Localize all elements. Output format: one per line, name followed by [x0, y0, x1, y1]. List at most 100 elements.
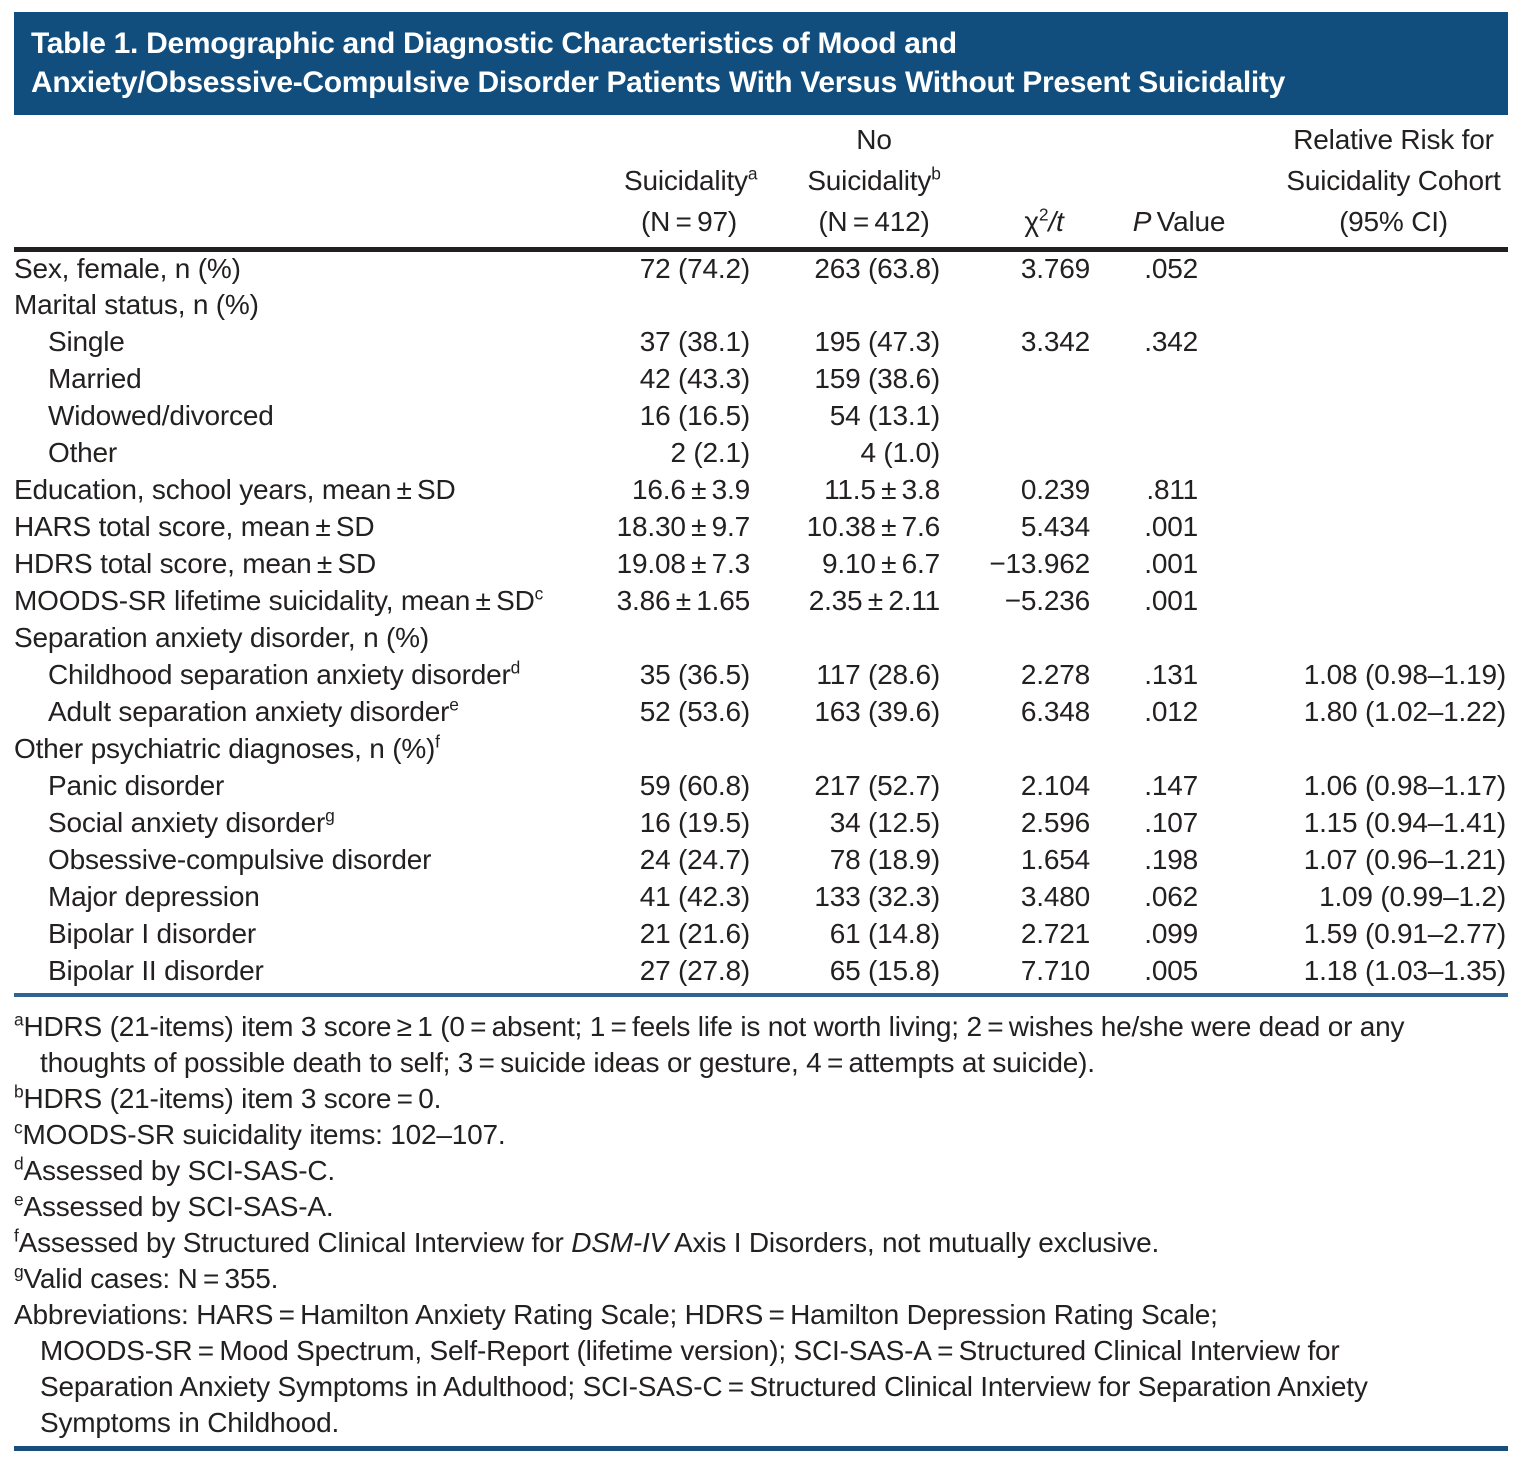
relative-risk-cell: 1.59 (0.91–2.77) — [1303, 918, 1506, 949]
footnote-text: Valid cases: N = 355. — [23, 1262, 279, 1294]
suicidality-value-cell — [584, 620, 754, 657]
chi2-t-value-cell — [944, 620, 1094, 657]
row-label-cell: HDRS total score, mean ± SD — [14, 546, 584, 583]
footnote-marker: c — [14, 1117, 23, 1138]
footnote-marker: a — [14, 1009, 24, 1030]
chi2-t-value-cell: 6.348 — [1020, 696, 1090, 727]
p-value-cell: .001 — [1144, 511, 1198, 542]
table-row: Married 42 (43.3) 159 (38.6) — [14, 361, 1508, 398]
table-row: Marital status, n (%) — [14, 287, 1508, 324]
table-row: Education, school years, mean ± SD 16.6 … — [14, 472, 1508, 509]
table-row: Adult separation anxiety disordere 52 (5… — [14, 694, 1508, 731]
row-label-cell: MOODS-SR lifetime suicidality, mean ± SD… — [14, 583, 584, 620]
column-header-suicidality: Suicidalitya (N = 97) — [584, 117, 758, 250]
header-line: χ2/t — [1024, 204, 1064, 237]
chi2-t-value-cell — [944, 731, 1094, 768]
footnote-text: HDRS (21-items) item 3 score = 0. — [23, 1082, 442, 1114]
footnote-marker: g — [14, 1261, 24, 1282]
p-value-cell: .062 — [1144, 881, 1198, 912]
relative-risk-cell: 1.08 (0.98–1.19) — [1303, 659, 1506, 690]
row-label: Sex, female, n (%) — [14, 253, 241, 285]
header-line: (N = 412) — [818, 206, 930, 237]
relative-risk-cell — [1234, 472, 1508, 509]
row-label: Major depression — [48, 881, 260, 912]
row-label-cell: Panic disorder — [14, 768, 584, 805]
no-suicidality-value-cell: 117 (28.6) — [816, 659, 940, 690]
data-table: Suicidalitya (N = 97) No Suicidalityb (N… — [14, 117, 1508, 990]
row-label-cell: Other — [14, 435, 584, 472]
chi2-t-value-cell: −13.962 — [989, 548, 1090, 579]
no-suicidality-value-cell — [754, 620, 944, 657]
chi2-t-value-cell: 3.342 — [1020, 326, 1090, 357]
footnote-text: Assessed by Structured Clinical Intervie… — [18, 1226, 1160, 1258]
chi2-t-value-cell: 2.278 — [1020, 659, 1090, 690]
suicidality-value-cell: 21 (21.6) — [639, 918, 750, 949]
footnote: bHDRS (21-items) item 3 score = 0. — [14, 1081, 1508, 1117]
table-row: Other psychiatric diagnoses, n (%)f — [14, 731, 1508, 768]
relative-risk-cell — [1234, 546, 1508, 583]
no-suicidality-value-cell: 34 (12.5) — [829, 807, 940, 838]
row-footnote-marker: e — [449, 694, 459, 715]
no-suicidality-value-cell: 195 (47.3) — [814, 326, 940, 357]
relative-risk-cell: 1.15 (0.94–1.41) — [1303, 807, 1506, 838]
suicidality-value-cell: 42 (43.3) — [639, 363, 750, 394]
no-suicidality-value-cell: 133 (32.3) — [814, 881, 940, 912]
no-suicidality-value-cell: 11.5 ± 3.8 — [824, 474, 940, 505]
suicidality-value-cell: 2 (2.1) — [670, 437, 750, 468]
row-label-cell: Education, school years, mean ± SD — [14, 472, 584, 509]
footnote: aHDRS (21-items) item 3 score ≥ 1 (0 = a… — [14, 1009, 1508, 1081]
figure-bottom-rule — [14, 1445, 1508, 1451]
table-row: Panic disorder 59 (60.8) 217 (52.7) 2.10… — [14, 768, 1508, 805]
row-label: HDRS total score, mean ± SD — [14, 548, 376, 579]
suicidality-value-cell: 24 (24.7) — [639, 844, 750, 875]
p-value-cell: .012 — [1144, 696, 1198, 727]
relative-risk-cell: 1.07 (0.96–1.21) — [1303, 844, 1506, 875]
row-label: Bipolar II disorder — [48, 955, 264, 986]
relative-risk-cell — [1234, 287, 1508, 324]
suicidality-value-cell — [584, 731, 754, 768]
header-line: Suicidality Cohort — [1286, 165, 1501, 196]
table-bottom-rule — [14, 992, 1508, 997]
p-value-cell: .107 — [1144, 807, 1198, 838]
footnote-marker: f — [14, 1225, 19, 1246]
table-row: Single 37 (38.1) 195 (47.3) 3.342 .342 — [14, 324, 1508, 361]
relative-risk-cell — [1234, 731, 1508, 768]
relative-risk-cell: 1.18 (1.03–1.35) — [1303, 955, 1506, 986]
row-label: Education, school years, mean ± SD — [14, 474, 456, 505]
table-title-bar: Table 1. Demographic and Diagnostic Char… — [14, 12, 1508, 115]
relative-risk-cell — [1234, 583, 1508, 620]
suicidality-value-cell: 41 (42.3) — [639, 881, 750, 912]
header-line: No — [856, 124, 892, 155]
relative-risk-cell — [1234, 324, 1508, 361]
footnote-text: MOODS-SR suicidality items: 102–107. — [22, 1118, 506, 1150]
row-label-cell: Sex, female, n (%) — [14, 250, 584, 287]
header-line: Relative Risk for — [1293, 124, 1494, 155]
table-row: Sex, female, n (%) 72 (74.2) 263 (63.8) … — [14, 250, 1508, 287]
chi2-t-value-cell: 7.710 — [1020, 955, 1090, 986]
column-header-no-suicidality: No Suicidalityb (N = 412) — [754, 117, 944, 250]
no-suicidality-value-cell: 9.10 ± 6.7 — [822, 548, 940, 579]
chi2-t-value-cell — [944, 398, 1094, 435]
footnote: fAssessed by Structured Clinical Intervi… — [14, 1225, 1508, 1261]
relative-risk-cell: 1.06 (0.98–1.17) — [1303, 770, 1506, 801]
footnote-text: Abbreviations: HARS = Hamilton Anxiety R… — [14, 1298, 1368, 1438]
row-footnote-marker: d — [510, 657, 521, 678]
suicidality-value-cell: 16 (19.5) — [639, 807, 750, 838]
row-label: Marital status, n (%) — [14, 289, 259, 320]
row-footnote-marker: c — [534, 583, 544, 604]
p-value-cell: .147 — [1144, 770, 1198, 801]
table-row: Bipolar II disorder 27 (27.8) 65 (15.8) … — [14, 953, 1508, 990]
row-label: HARS total score, mean ± SD — [14, 511, 375, 542]
p-value-cell: .099 — [1144, 918, 1198, 949]
no-suicidality-value-cell — [754, 731, 944, 768]
footnote: gValid cases: N = 355. — [14, 1261, 1508, 1297]
row-label: Separation anxiety disorder, n (%) — [14, 622, 429, 653]
p-value-cell: .052 — [1144, 253, 1198, 285]
no-suicidality-value-cell: 4 (1.0) — [860, 437, 940, 468]
footnote: dAssessed by SCI-SAS-C. — [14, 1153, 1508, 1189]
column-header-relative-risk: Relative Risk for Suicidality Cohort (95… — [1234, 117, 1508, 250]
footnote-marker: b — [14, 1081, 24, 1102]
relative-risk-cell: 1.09 (0.99–1.2) — [1319, 881, 1506, 912]
no-suicidality-value-cell: 78 (18.9) — [829, 844, 940, 875]
header-line: (N = 97) — [641, 206, 737, 237]
